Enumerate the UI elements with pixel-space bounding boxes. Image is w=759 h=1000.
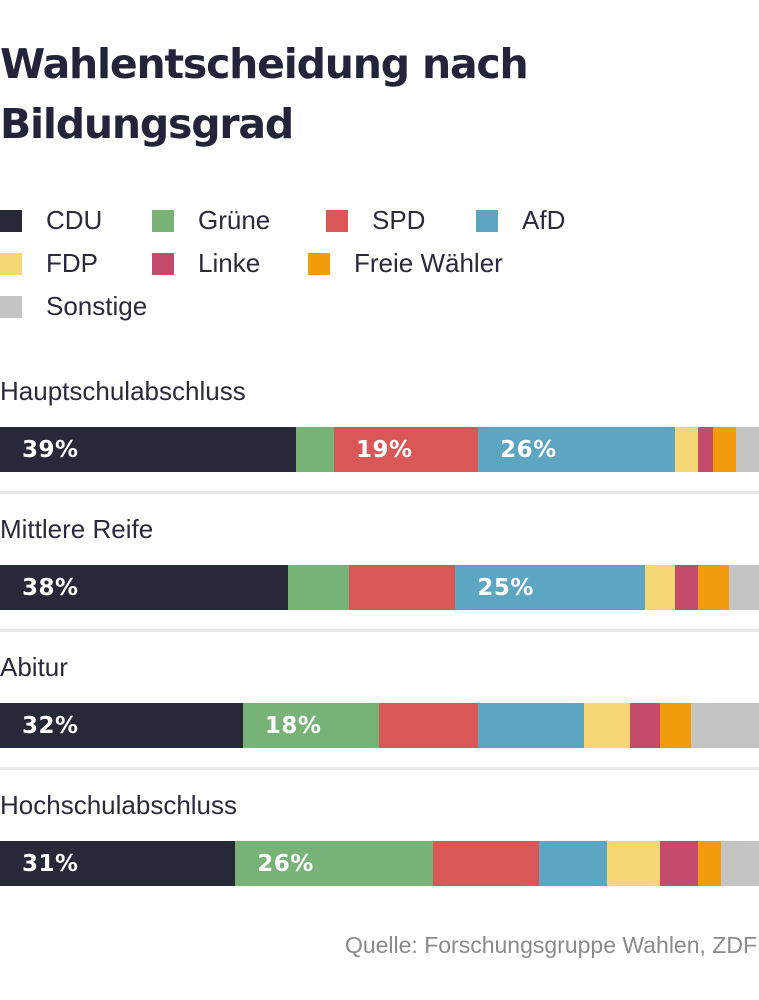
bar-segment-sonstige bbox=[720, 841, 759, 886]
legend-label-gruene: Grüne bbox=[198, 205, 271, 235]
legend-swatch-cdu bbox=[0, 209, 22, 232]
legend-label-sonstige: Sonstige bbox=[46, 291, 148, 321]
legend-swatch-linke bbox=[152, 252, 174, 275]
legend-swatch-gruene bbox=[152, 209, 174, 232]
data-label: 26% bbox=[257, 850, 314, 877]
category-label: Mittlere Reife bbox=[0, 514, 154, 544]
data-label: 19% bbox=[355, 436, 413, 463]
bar-segment-cdu: 32% bbox=[0, 703, 243, 748]
data-label: 18% bbox=[264, 712, 322, 739]
category-label: Hauptschulabschluss bbox=[0, 376, 246, 406]
bar-segment-afd: 25% bbox=[455, 565, 646, 610]
legend-label-cdu: CDU bbox=[46, 205, 103, 235]
bar-segment-linke bbox=[698, 427, 714, 472]
legend-item-gruene: Grüne bbox=[152, 199, 270, 242]
legend-label-fdp: FDP bbox=[46, 248, 98, 278]
legend-label-freie-waehler: Freie Wähler bbox=[354, 248, 503, 278]
data-label: 38% bbox=[22, 574, 79, 601]
bar-segment-freie-waehler bbox=[713, 427, 737, 472]
legend-item-fdp: FDP bbox=[0, 242, 98, 285]
source-note: Quelle: Forschungsgruppe Wahlen, ZDF bbox=[344, 932, 757, 958]
legend-label-afd: AfD bbox=[522, 205, 566, 235]
row-divider bbox=[0, 629, 759, 632]
bar-segment-cdu: 39% bbox=[0, 427, 296, 472]
category-label: Abitur bbox=[0, 652, 68, 682]
bar-segment-spd bbox=[349, 565, 456, 610]
legend-swatch-fdp bbox=[0, 252, 22, 275]
data-label: 32% bbox=[22, 712, 79, 739]
data-label: 25% bbox=[477, 574, 534, 601]
bar-segment-cdu: 31% bbox=[0, 841, 236, 886]
data-label: 31% bbox=[22, 850, 79, 877]
bar-segment-cdu: 38% bbox=[0, 565, 289, 610]
bar-segment-afd: 26% bbox=[478, 427, 676, 472]
bar-segment-fdp bbox=[607, 841, 661, 886]
bar-segment-sonstige bbox=[690, 703, 759, 748]
bar-segment-linke bbox=[660, 841, 699, 886]
bar-segment-gruene bbox=[296, 427, 334, 472]
bar-segment-freie-waehler bbox=[698, 565, 729, 610]
bar-segment-sonstige bbox=[728, 565, 759, 610]
legend-swatch-afd bbox=[476, 209, 498, 232]
stacked-bar: 39% 19% 26% bbox=[0, 427, 759, 472]
bar-segment-gruene: 26% bbox=[235, 841, 433, 886]
bar-segment-fdp bbox=[584, 703, 630, 748]
bar-segment-fdp bbox=[645, 565, 676, 610]
bar-segment-afd bbox=[478, 703, 585, 748]
legend-label-linke: Linke bbox=[198, 248, 261, 278]
legend-swatch-freie-waehler bbox=[308, 252, 330, 275]
bar-segment-afd bbox=[538, 841, 608, 886]
bar-segment-freie-waehler bbox=[698, 841, 721, 886]
legend-item-sonstige: Sonstige bbox=[0, 285, 147, 328]
legend-item-linke: Linke bbox=[152, 242, 260, 285]
legend-label-spd: SPD bbox=[372, 205, 426, 235]
bar-segment-linke bbox=[629, 703, 661, 748]
stacked-bar: 32% 18% bbox=[0, 703, 759, 748]
stacked-bar: 38% 25% bbox=[0, 565, 759, 610]
bar-segment-sonstige bbox=[736, 427, 759, 472]
chart-title: Wahlentscheidung nach Bildungsgrad bbox=[0, 40, 529, 148]
legend-item-freie-waehler: Freie Wähler bbox=[308, 242, 503, 285]
category-label: Hochschulabschluss bbox=[0, 790, 238, 820]
row-divider bbox=[0, 767, 759, 770]
data-label: 39% bbox=[22, 436, 79, 463]
bar-segment-spd: 19% bbox=[333, 427, 479, 472]
bar-segment-linke bbox=[675, 565, 699, 610]
bar-segment-spd bbox=[379, 703, 479, 748]
legend-item-cdu: CDU bbox=[0, 199, 102, 242]
bar-segment-spd bbox=[432, 841, 539, 886]
bar-segment-gruene bbox=[288, 565, 350, 610]
data-label: 26% bbox=[500, 436, 557, 463]
legend-item-spd: SPD bbox=[326, 199, 425, 242]
bar-segment-gruene: 18% bbox=[242, 703, 380, 748]
legend-item-afd: AfD bbox=[476, 199, 565, 242]
legend-swatch-sonstige bbox=[0, 295, 22, 318]
bar-segment-fdp bbox=[675, 427, 699, 472]
bar-segment-freie-waehler bbox=[660, 703, 691, 748]
row-divider bbox=[0, 491, 759, 494]
stacked-bar: 31% 26% bbox=[0, 841, 759, 886]
legend-swatch-spd bbox=[326, 209, 348, 232]
